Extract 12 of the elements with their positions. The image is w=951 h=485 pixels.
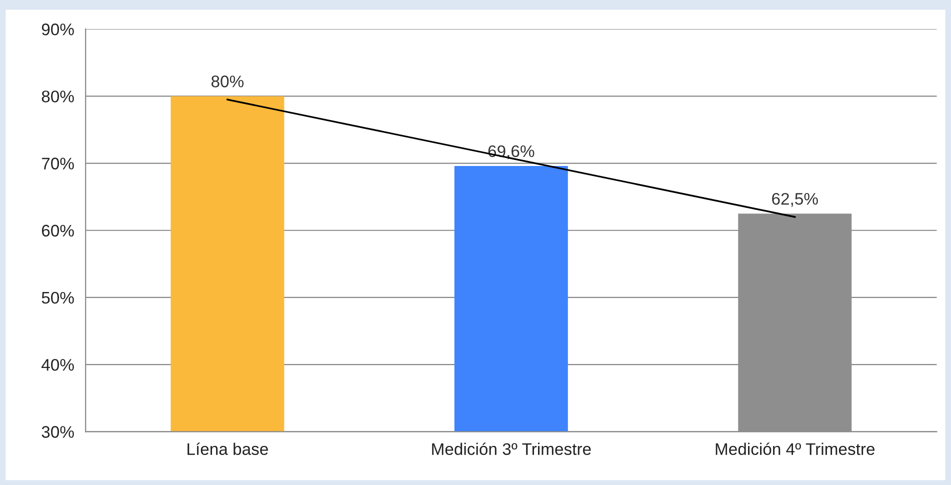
y-tick-label: 90% [42,24,74,36]
y-tick-label: 70% [42,158,74,170]
y-tick-label: 60% [42,224,74,237]
data-label: 62,5% [772,192,818,207]
x-tick-label: Medición 4º Trimestre [716,442,875,456]
x-tick-label: Medición 3º Trimestre [432,442,591,456]
data-label: 80% [211,76,244,88]
x-tick-label: Líena base [188,442,268,456]
y-tick-label: 30% [42,426,74,438]
y-tick-label: 50% [42,292,74,304]
y-tick-label: 80% [42,90,74,102]
y-tick-label: 40% [42,358,74,371]
